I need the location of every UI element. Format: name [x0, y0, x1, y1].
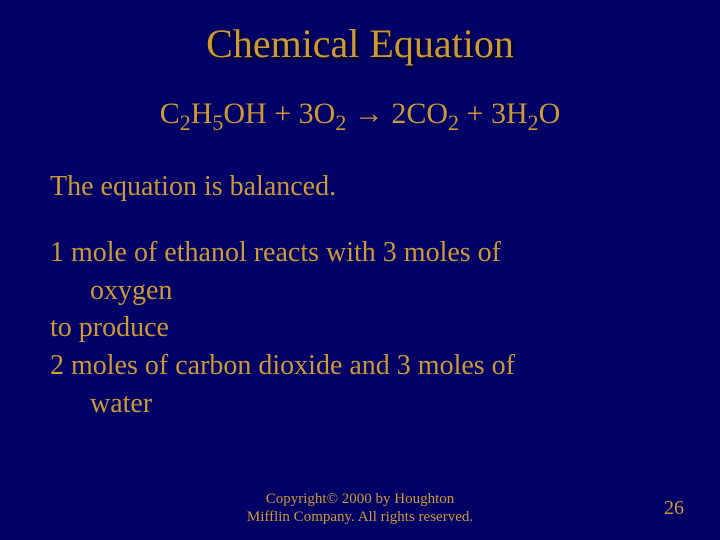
product-1: CO2: [406, 97, 459, 130]
stoichiometry-text: 1 mole of ethanol reacts with 3 moles of…: [50, 234, 670, 423]
plus-2: +: [459, 97, 491, 130]
product-1-coef: 2: [391, 97, 406, 130]
page-number: 26: [664, 497, 684, 520]
product-2: H2O: [506, 97, 560, 130]
arrow-icon: →: [346, 97, 391, 130]
slide-title: Chemical Equation: [50, 20, 670, 67]
stoich-line-3b: water: [50, 385, 670, 423]
stoich-line-1b: oxygen: [50, 272, 670, 310]
reactant-2: O2: [314, 97, 347, 130]
footer-line-1: Copyright© 2000 by Houghton: [0, 490, 720, 508]
chemical-equation: C2H5OH + 3O2 → 2CO2 + 3H2O: [50, 97, 670, 136]
footer-line-2: Mifflin Company. All rights reserved.: [0, 508, 720, 526]
plus-1: +: [267, 97, 299, 130]
reactant-2-coef: 3: [299, 97, 314, 130]
stoich-line-2: to produce: [50, 309, 670, 347]
stoich-line-3a: 2 moles of carbon dioxide and 3 moles of: [50, 347, 670, 385]
product-2-coef: 3: [491, 97, 506, 130]
stoich-line-1a: 1 mole of ethanol reacts with 3 moles of: [50, 234, 670, 272]
reactant-1: C2H5OH: [160, 97, 267, 130]
copyright-footer: Copyright© 2000 by Houghton Mifflin Comp…: [0, 490, 720, 526]
balanced-statement: The equation is balanced.: [50, 168, 670, 206]
